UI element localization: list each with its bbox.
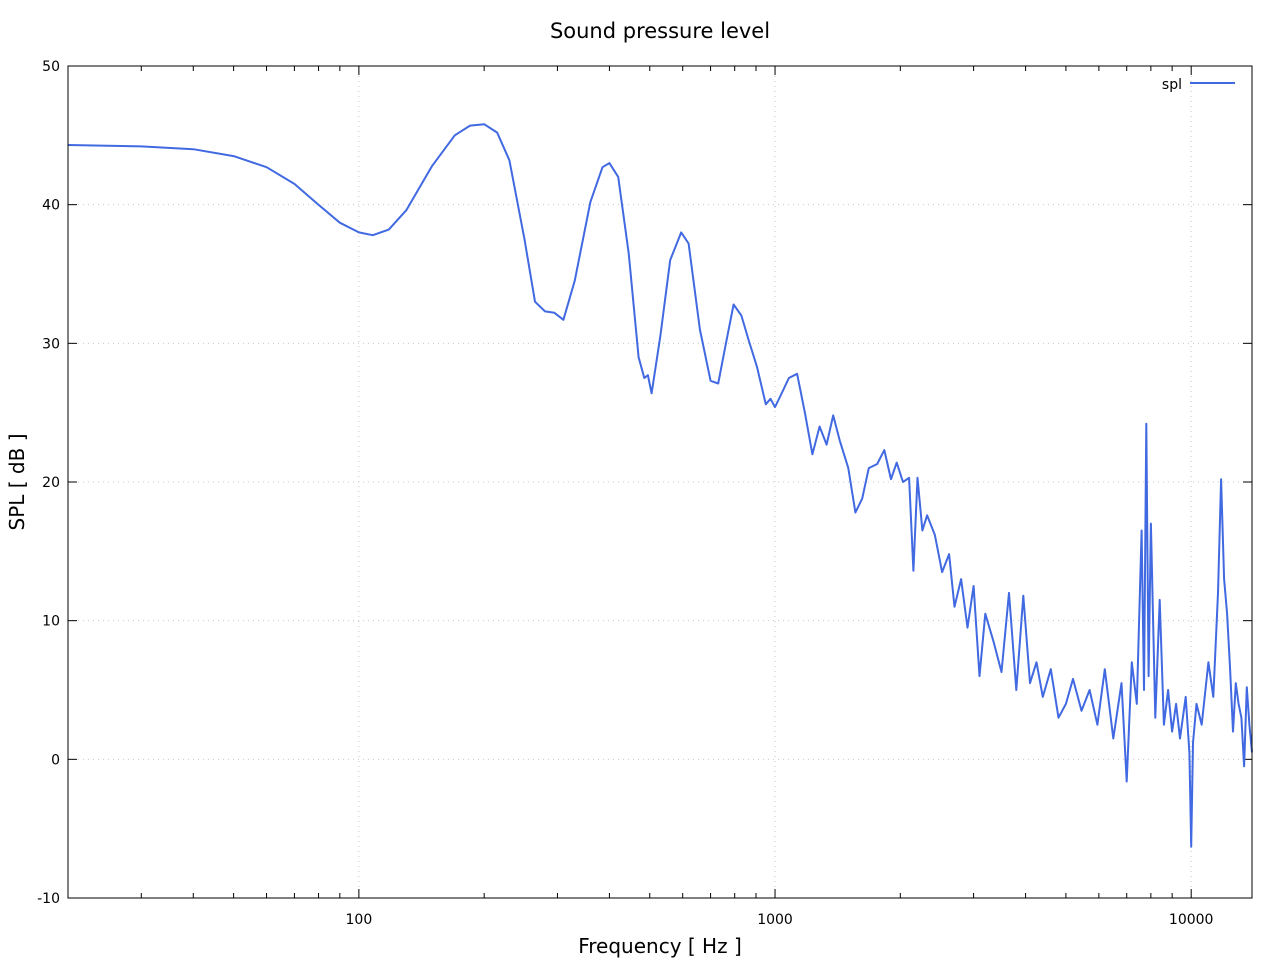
chart-title: Sound pressure level: [550, 19, 770, 43]
y-tick-label: 20: [42, 475, 60, 491]
x-axis-label: Frequency [ Hz ]: [578, 934, 742, 958]
x-tick-label: 10000: [1169, 912, 1214, 928]
y-tick-label: 40: [42, 198, 60, 214]
y-tick-label: 0: [51, 752, 60, 768]
plot-frame: [67, 65, 1253, 899]
y-tick-label: 30: [42, 336, 60, 352]
x-tick-label: 100: [346, 912, 373, 928]
grid-lines: [68, 66, 1252, 898]
y-axis-label: SPL [ dB ]: [5, 434, 29, 531]
y-tick-label: 10: [42, 614, 60, 630]
x-tick-label: 1000: [757, 912, 793, 928]
legend-label-spl: spl: [1162, 77, 1182, 93]
series-layer: [67, 123, 1253, 848]
legend: spl: [1162, 77, 1235, 93]
y-tick-label: 50: [42, 59, 60, 75]
series-line-spl: [67, 123, 1253, 848]
y-tick-label: -10: [37, 891, 60, 907]
